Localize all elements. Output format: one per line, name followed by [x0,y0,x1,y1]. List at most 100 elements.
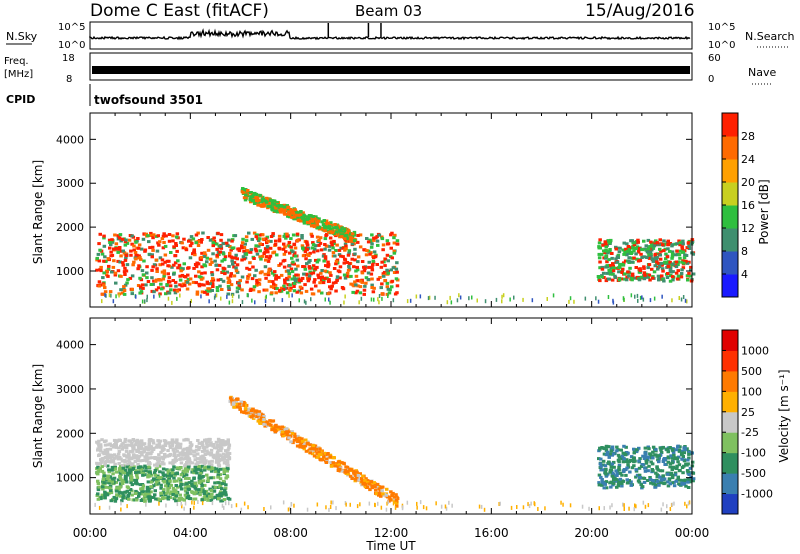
echo-cell [642,266,646,270]
echo-cell [384,493,388,497]
echo-cell [498,502,500,506]
echo-cell [666,455,671,459]
echo-cell [202,283,206,287]
echo-cell [266,271,271,275]
echo-cell [634,266,638,269]
echo-cell [636,293,639,298]
echo-cell [685,261,690,265]
echo-cell [658,480,663,484]
echo-cell [606,450,610,454]
echo-cell [141,273,146,277]
echo-cell [691,477,696,481]
echo-cell [387,294,389,298]
echo-cell [630,466,635,470]
echo-cell [172,476,176,480]
echo-cell [174,284,178,288]
echo-cell [168,461,172,465]
echo-cell [658,475,662,479]
echo-cell [324,264,328,268]
echo-cell [188,497,193,501]
echo-cell [597,473,602,477]
echo-cell [653,453,657,457]
echo-cell [389,246,393,250]
echo-cell [262,422,266,426]
echo-cell [295,215,300,219]
echo-cell [103,443,108,447]
echo-cell [221,479,226,483]
echo-cell [146,234,150,238]
echo-cell [328,236,333,240]
echo-cell [353,247,357,251]
echo-cell [197,474,202,478]
echo-cell [113,499,118,503]
echo-cell [634,475,638,479]
echo-cell [159,450,163,454]
echo-cell [118,233,123,237]
echo-cell [308,259,312,262]
echo-cell [259,257,263,261]
echo-cell [445,506,448,511]
echo-cell [322,451,327,455]
echo-cell [120,499,124,503]
echo-cell [310,452,315,456]
echo-cell [285,291,290,295]
echo-cell [219,449,223,453]
echo-cell [302,265,307,269]
echo-cell [381,243,386,247]
echo-cell [210,467,215,470]
echo-cell [175,289,180,293]
echo-cell [103,460,107,464]
echo-cell [106,464,110,468]
echo-cell [608,462,613,466]
echo-cell [102,271,106,275]
echo-cell [244,411,249,415]
echo-cell [321,227,325,231]
echo-cell [312,225,317,229]
echo-cell [153,473,158,477]
echo-cell [392,241,397,245]
echo-cell [218,477,223,481]
echo-cell [155,249,160,253]
echo-cell [232,274,237,278]
echo-cell [598,446,602,450]
echo-cell [120,447,125,451]
echo-cell [220,288,224,291]
echo-cell [222,471,226,474]
echo-cell [676,460,680,464]
echo-cell [369,251,373,255]
echo-cell [127,454,131,457]
echo-cell [199,240,203,244]
echo-cell [98,448,103,452]
freq-panel-frame [89,52,693,81]
colorbar-segment [722,113,738,137]
echo-cell [203,468,207,472]
echo-cell [342,462,346,466]
echo-cell [647,464,651,468]
echo-cell [135,473,139,477]
echo-cell [385,507,388,512]
echo-cell [659,478,664,482]
echo-cell [208,299,210,304]
echo-cell [598,462,603,466]
echo-cell [330,284,334,288]
echo-cell [309,216,313,220]
echo-cell [200,440,205,444]
echo-cell [260,420,265,424]
echo-cell [326,260,330,264]
echo-cell [602,276,606,279]
echo-cell [240,244,244,248]
echo-cell [307,260,311,264]
echo-cell [185,287,190,291]
echo-cell [359,279,363,283]
echo-cell [201,501,204,506]
echo-cell [646,238,651,242]
echo-cell [173,261,178,265]
echo-cell [134,257,138,261]
echo-cell [157,453,161,457]
colorbar-tick-label: 28 [741,130,755,143]
echo-cell [157,458,161,462]
echo-cell [169,474,174,478]
echo-cell [210,469,214,473]
echo-cell [211,443,216,447]
echo-cell [240,288,244,292]
